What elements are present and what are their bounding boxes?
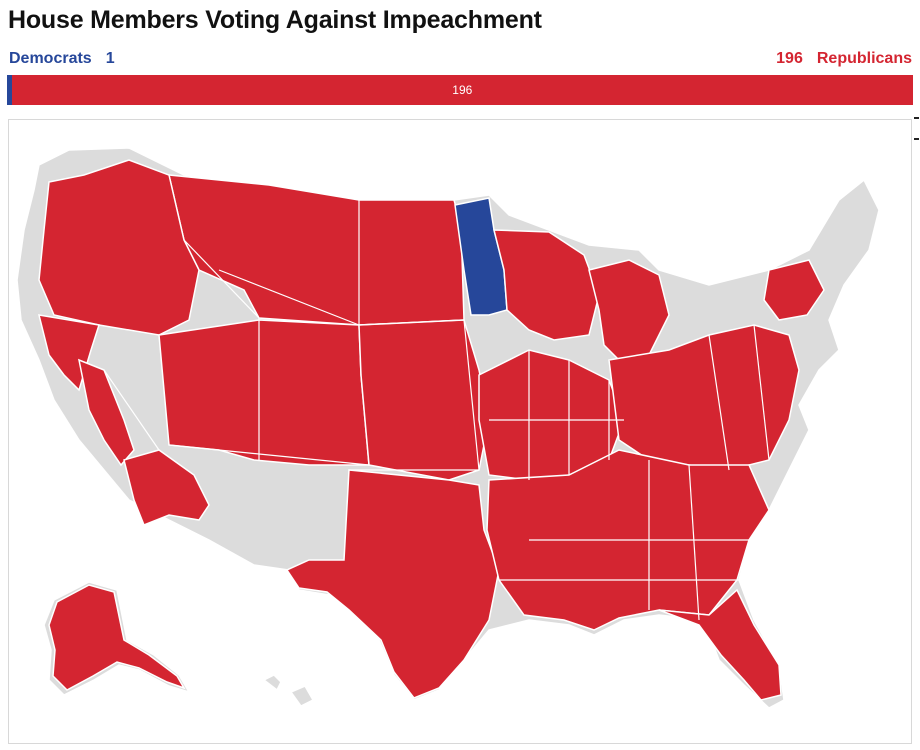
democrats-legend: Democrats 1 — [9, 50, 129, 68]
edge-tick-upper — [914, 117, 919, 119]
region-texas[interactable] — [285, 469, 500, 699]
district-boundary-line — [103, 369, 160, 451]
republicans-legend: 196 Republicans — [776, 50, 912, 68]
region-mountain-west[interactable] — [158, 319, 370, 466]
district-boundary-line — [183, 239, 260, 319]
edge-tick-lower — [914, 138, 919, 140]
republicans-bar-segment[interactable]: 196 — [11, 75, 913, 105]
democrats-label: Democrats — [9, 50, 92, 67]
district-boundary-line — [753, 324, 770, 461]
region-california-central-valley[interactable] — [77, 358, 135, 467]
region-upper-midwest[interactable] — [493, 229, 600, 341]
map-title: House Members Voting Against Impeachment — [8, 6, 542, 34]
democrats-count: 1 — [105, 50, 115, 67]
district-boundary-line — [168, 444, 370, 466]
hawaii-shape[interactable] — [262, 674, 315, 707]
region-california-south[interactable] — [123, 449, 210, 526]
district-boundary-line — [463, 319, 480, 471]
district-boundary-layer — [103, 200, 770, 621]
us-district-map-svg — [16, 147, 880, 709]
district-boundary-line — [218, 269, 360, 326]
republicans-count: 196 — [776, 50, 803, 67]
district-boundary-line — [708, 334, 730, 471]
district-boundary-line — [358, 319, 465, 326]
district-boundary-line — [688, 464, 700, 621]
region-pacific-northwest[interactable] — [38, 159, 200, 336]
region-great-plains[interactable] — [358, 319, 490, 481]
democrats-bar-segment[interactable] — [7, 75, 12, 105]
vote-split-bar: 196 — [7, 75, 913, 105]
district-map — [8, 119, 912, 744]
republicans-label: Republicans — [816, 50, 912, 67]
region-alaska[interactable] — [48, 584, 186, 691]
region-upstate-new-york[interactable] — [763, 259, 825, 321]
region-florida[interactable] — [658, 588, 782, 701]
district-regions-layer — [37, 159, 825, 701]
